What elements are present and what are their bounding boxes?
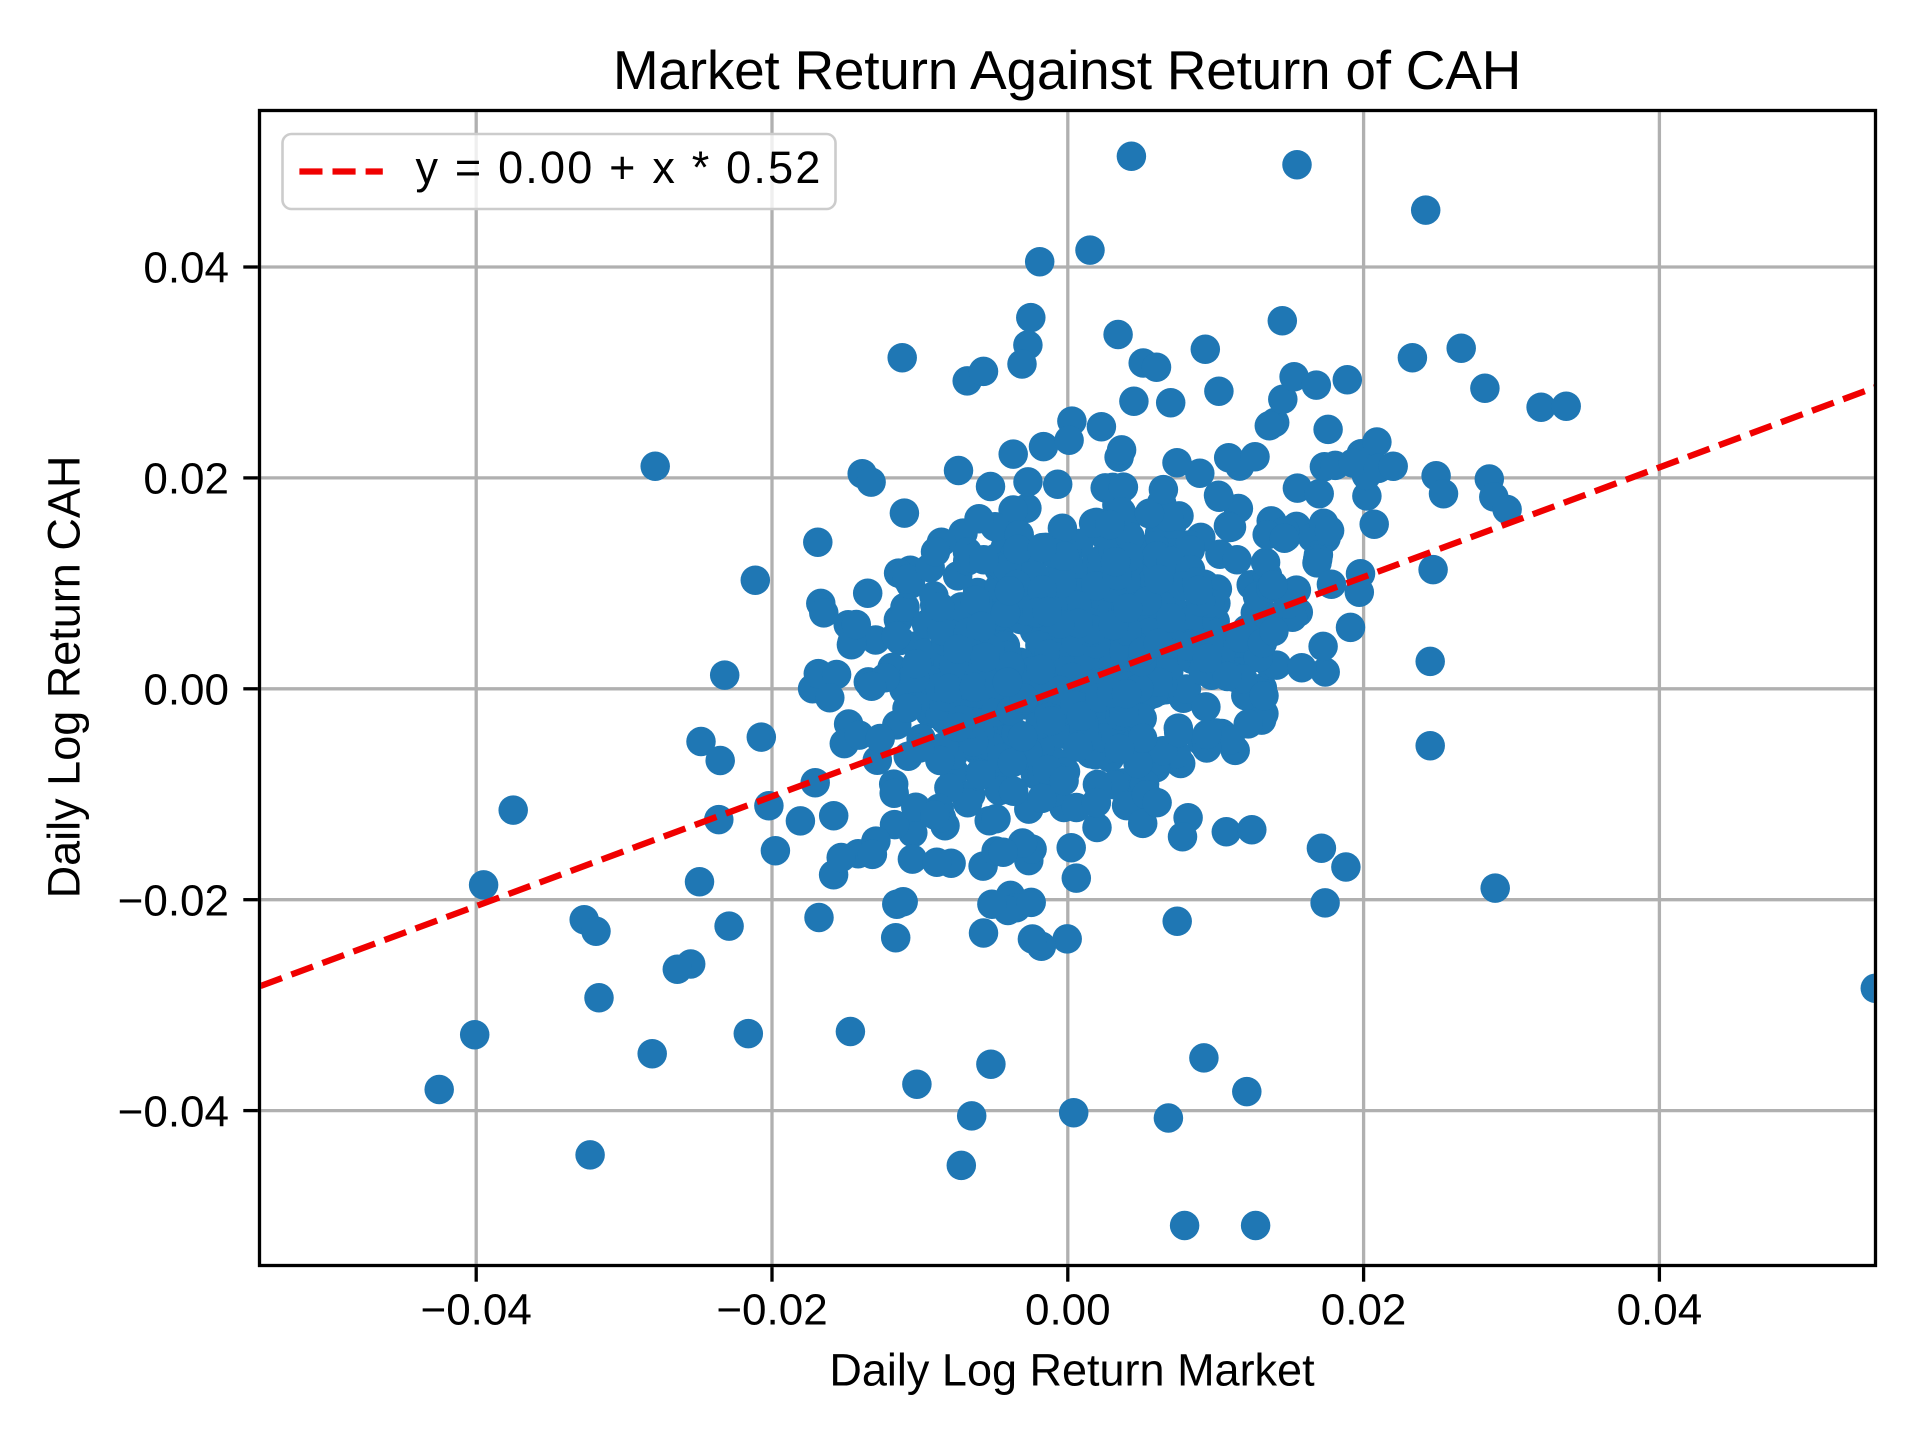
svg-text:0.04: 0.04 [143,244,229,293]
svg-text:0.02: 0.02 [1321,1286,1407,1335]
svg-text:0.04: 0.04 [1617,1286,1703,1335]
svg-text:−0.02: −0.02 [716,1286,827,1335]
svg-text:−0.04: −0.04 [118,1087,229,1136]
svg-text:0.00: 0.00 [143,666,229,715]
svg-text:Market Return Against Return o: Market Return Against Return of CAH [613,39,1521,101]
svg-text:Daily Log Return CAH: Daily Log Return CAH [39,456,90,899]
svg-text:−0.02: −0.02 [118,876,229,925]
svg-text:0.00: 0.00 [1025,1286,1111,1335]
svg-text:y = 0.00 + x * 0.52: y = 0.00 + x * 0.52 [416,142,823,193]
svg-text:0.02: 0.02 [143,455,229,504]
svg-text:−0.04: −0.04 [421,1286,532,1335]
svg-text:Daily Log Return Market: Daily Log Return Market [829,1345,1315,1396]
